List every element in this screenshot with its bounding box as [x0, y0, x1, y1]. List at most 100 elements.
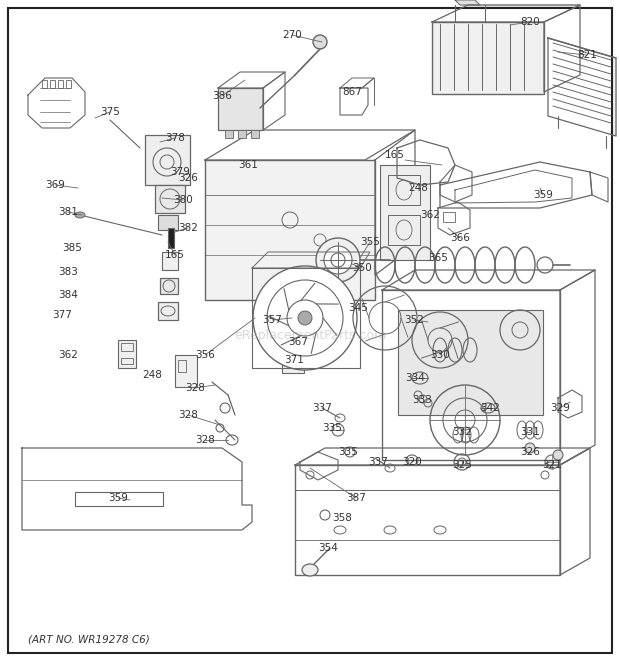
Text: 334: 334: [405, 373, 425, 383]
Polygon shape: [432, 5, 580, 22]
Text: 361: 361: [238, 160, 258, 170]
FancyBboxPatch shape: [118, 340, 136, 368]
Ellipse shape: [292, 339, 304, 351]
Text: eReplacementParts.com: eReplacementParts.com: [234, 329, 386, 342]
FancyBboxPatch shape: [218, 88, 263, 130]
Text: 362: 362: [58, 350, 78, 360]
Ellipse shape: [75, 212, 85, 218]
Text: 352: 352: [404, 315, 424, 325]
Text: 380: 380: [173, 195, 193, 205]
Ellipse shape: [553, 450, 563, 460]
Polygon shape: [382, 290, 560, 460]
FancyBboxPatch shape: [282, 355, 304, 373]
FancyBboxPatch shape: [162, 252, 178, 270]
FancyBboxPatch shape: [158, 302, 178, 320]
Text: 330: 330: [430, 350, 450, 360]
Text: 366: 366: [450, 233, 470, 243]
Text: 358: 358: [332, 513, 352, 523]
Text: 326: 326: [178, 173, 198, 183]
Text: 270: 270: [282, 30, 302, 40]
Text: 335: 335: [338, 447, 358, 457]
Ellipse shape: [298, 311, 312, 325]
Polygon shape: [440, 162, 592, 208]
Text: 377: 377: [52, 310, 72, 320]
Text: 383: 383: [58, 267, 78, 277]
Polygon shape: [263, 72, 285, 130]
Polygon shape: [252, 252, 370, 268]
Text: 321: 321: [542, 460, 562, 470]
Text: 165: 165: [165, 250, 185, 260]
FancyBboxPatch shape: [238, 130, 246, 138]
Text: 369: 369: [45, 180, 65, 190]
Text: 248: 248: [408, 183, 428, 193]
FancyBboxPatch shape: [168, 228, 174, 248]
Text: 350: 350: [352, 263, 372, 273]
Text: 248: 248: [142, 370, 162, 380]
Polygon shape: [205, 130, 415, 160]
Text: 359: 359: [533, 190, 553, 200]
Text: 384: 384: [58, 290, 78, 300]
FancyBboxPatch shape: [8, 8, 612, 653]
Ellipse shape: [313, 35, 327, 49]
FancyBboxPatch shape: [145, 135, 190, 185]
Text: 820: 820: [520, 17, 540, 27]
Text: 355: 355: [360, 237, 380, 247]
FancyBboxPatch shape: [175, 355, 197, 387]
Text: 371: 371: [284, 355, 304, 365]
FancyBboxPatch shape: [158, 215, 178, 230]
Text: 382: 382: [178, 223, 198, 233]
Text: (ART NO. WR19278 C6): (ART NO. WR19278 C6): [28, 635, 150, 645]
FancyBboxPatch shape: [155, 185, 185, 213]
Text: 357: 357: [262, 315, 282, 325]
Polygon shape: [382, 270, 595, 290]
Text: 386: 386: [212, 91, 232, 101]
FancyBboxPatch shape: [398, 310, 543, 415]
Polygon shape: [438, 202, 470, 235]
Text: 325: 325: [452, 460, 472, 470]
Text: 335: 335: [322, 423, 342, 433]
Ellipse shape: [525, 443, 535, 453]
Text: 356: 356: [195, 350, 215, 360]
Text: 337: 337: [368, 457, 388, 467]
Text: 328: 328: [178, 410, 198, 420]
Text: 345: 345: [348, 303, 368, 313]
Text: 375: 375: [100, 107, 120, 117]
Text: 821: 821: [577, 50, 597, 60]
Polygon shape: [295, 448, 590, 465]
Text: 326: 326: [520, 447, 540, 457]
Polygon shape: [340, 78, 374, 88]
Polygon shape: [440, 165, 472, 202]
Text: 329: 329: [550, 403, 570, 413]
Polygon shape: [300, 452, 338, 480]
Text: 328: 328: [185, 383, 205, 393]
Polygon shape: [560, 270, 595, 465]
FancyBboxPatch shape: [225, 130, 233, 138]
Text: 342: 342: [480, 403, 500, 413]
Text: 387: 387: [346, 493, 366, 503]
Text: 359: 359: [108, 493, 128, 503]
Polygon shape: [590, 172, 608, 202]
Polygon shape: [295, 465, 560, 575]
FancyBboxPatch shape: [205, 160, 375, 300]
Text: 333: 333: [412, 395, 432, 405]
Text: 320: 320: [402, 457, 422, 467]
Ellipse shape: [324, 246, 352, 274]
Polygon shape: [548, 38, 616, 136]
Polygon shape: [558, 390, 582, 418]
Text: 385: 385: [62, 243, 82, 253]
Text: 165: 165: [385, 150, 405, 160]
FancyBboxPatch shape: [251, 130, 259, 138]
Polygon shape: [340, 88, 368, 115]
Ellipse shape: [253, 266, 357, 370]
FancyBboxPatch shape: [380, 165, 430, 260]
Polygon shape: [218, 72, 285, 88]
Ellipse shape: [316, 238, 360, 282]
Text: 365: 365: [428, 253, 448, 263]
Polygon shape: [455, 0, 480, 5]
Text: 367: 367: [288, 337, 308, 347]
Text: 331: 331: [520, 427, 540, 437]
Polygon shape: [544, 5, 580, 92]
Text: 867: 867: [342, 87, 362, 97]
FancyBboxPatch shape: [160, 278, 178, 294]
Ellipse shape: [537, 257, 553, 273]
